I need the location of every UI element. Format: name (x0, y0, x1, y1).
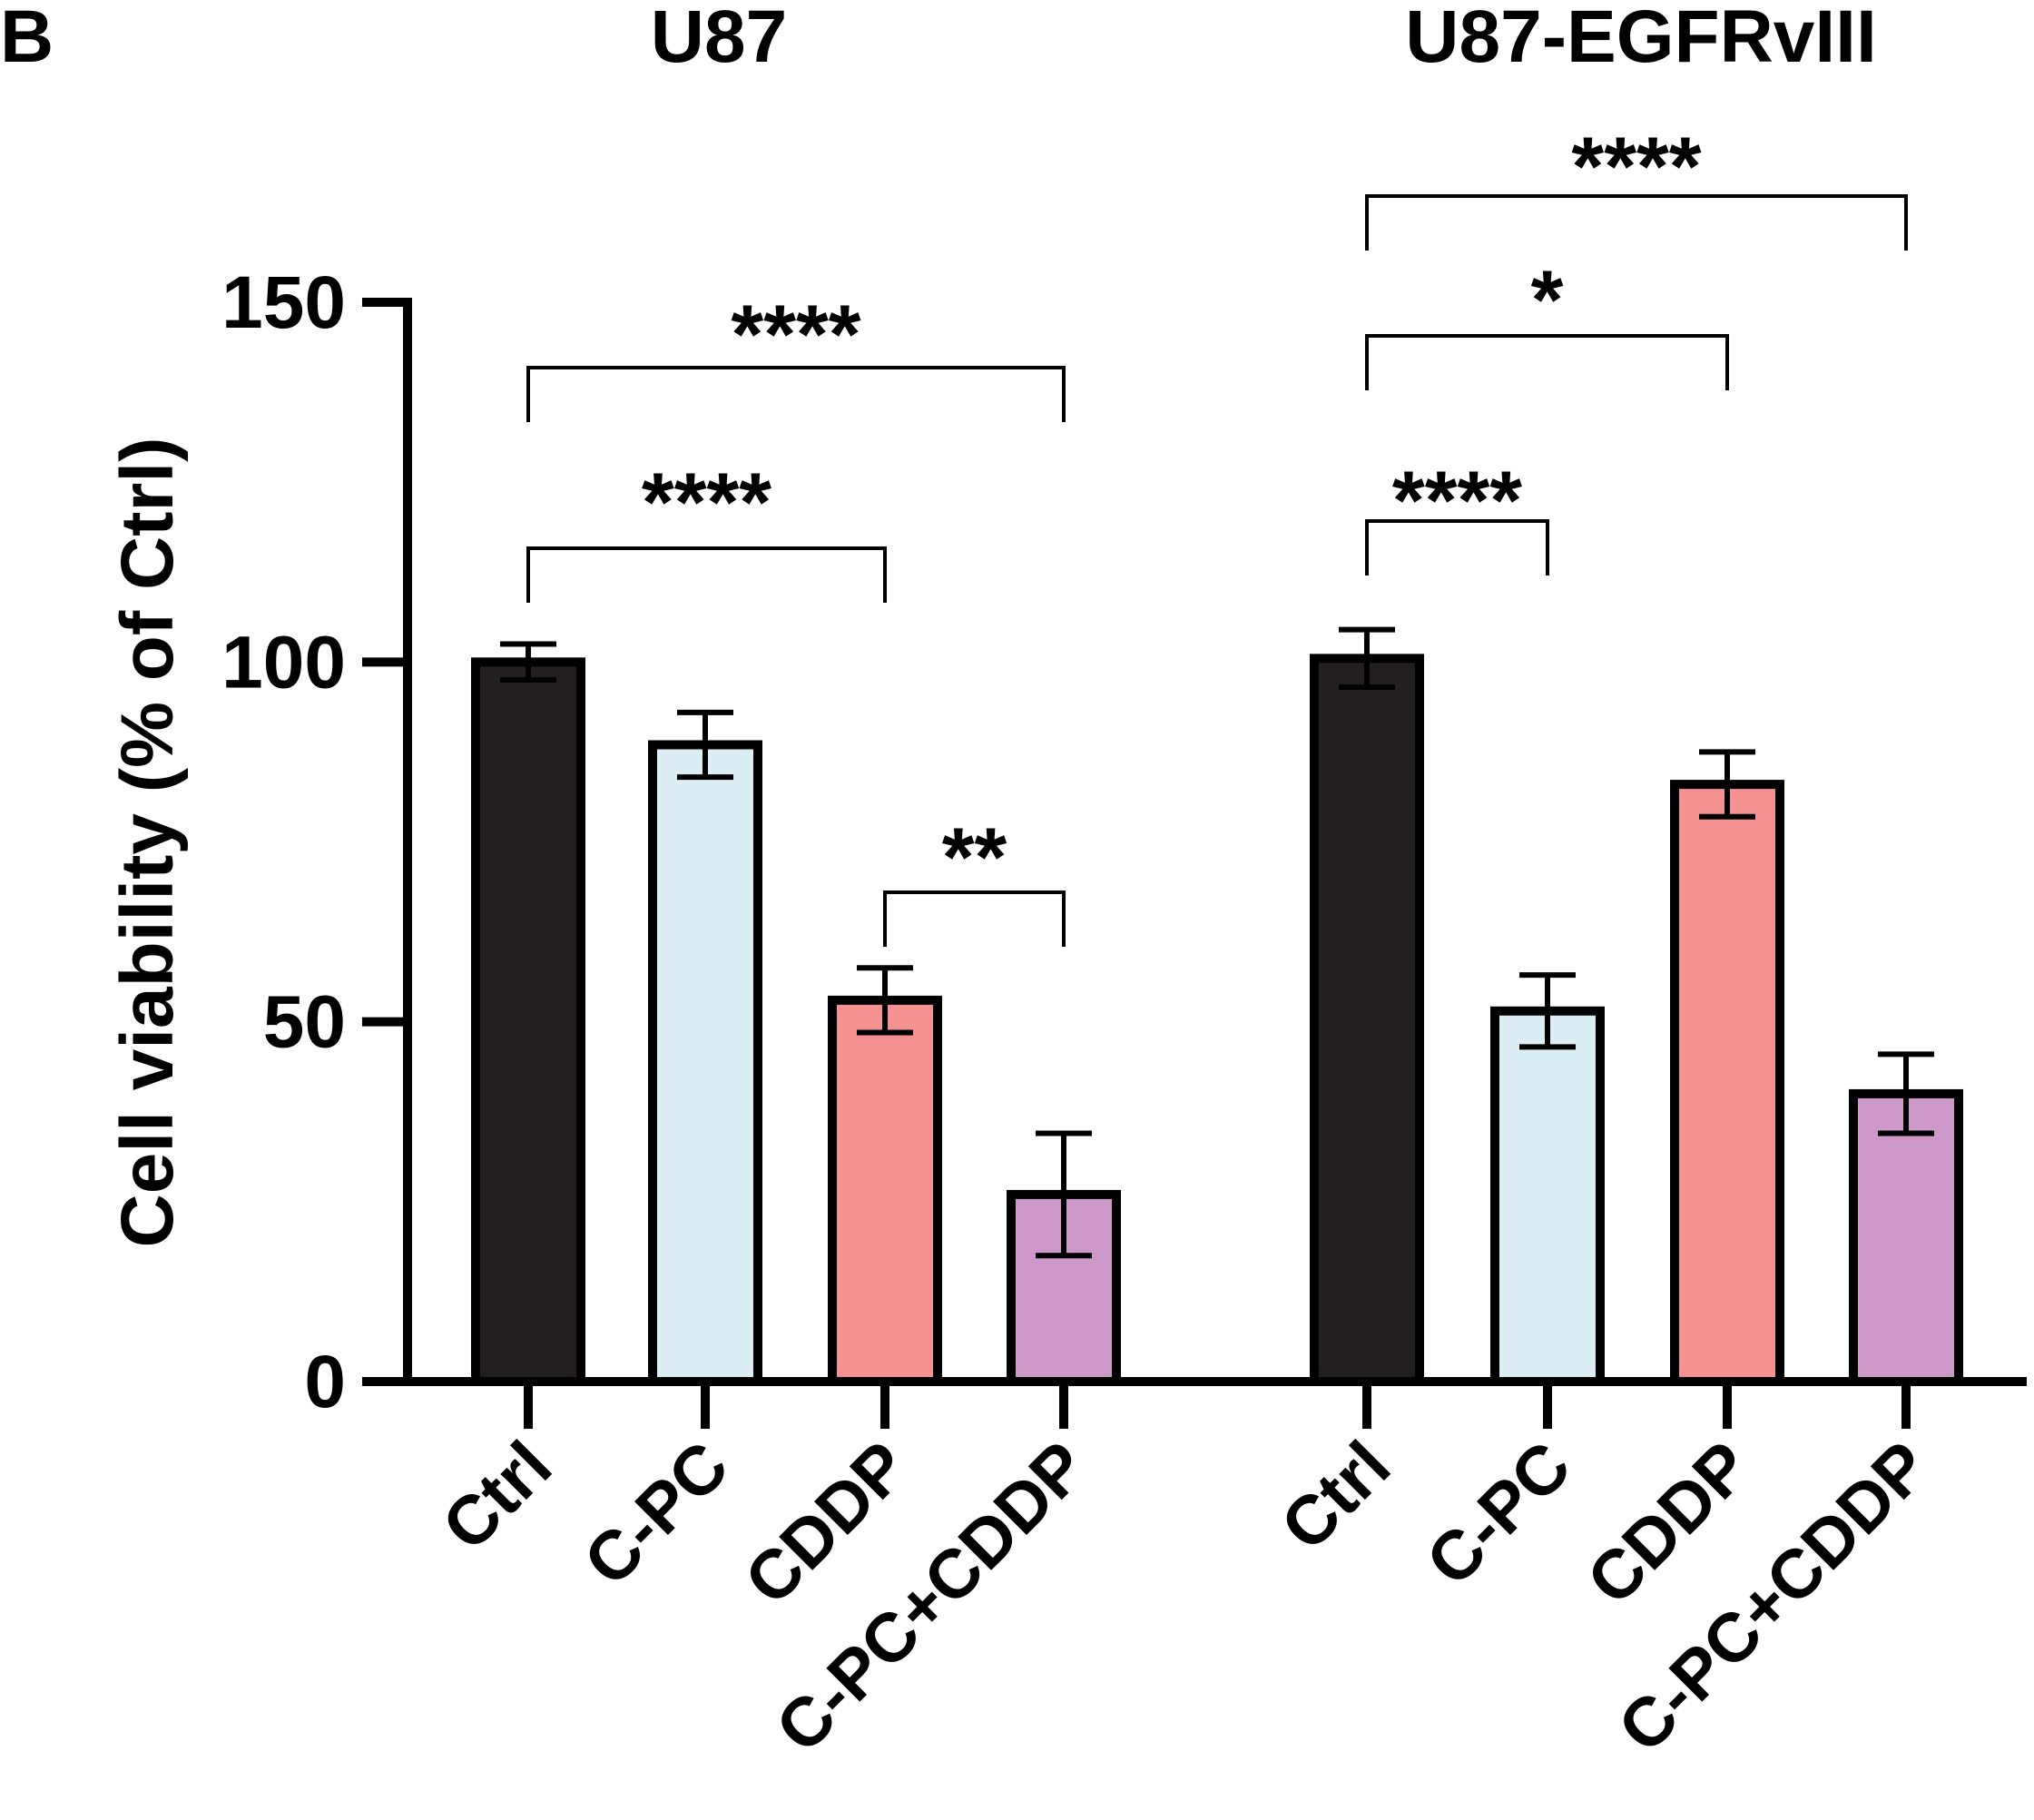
bar (1849, 1088, 1963, 1387)
significance-bracket (883, 890, 1066, 947)
y-tick-label: 150 (221, 261, 346, 344)
bar (828, 995, 942, 1387)
y-tick-label: 0 (304, 1341, 346, 1423)
group-title: U87-EGFRvIII (1405, 0, 1876, 78)
y-tick-label: 100 (221, 621, 346, 703)
significance-bracket (526, 366, 1066, 422)
significance-label: **** (1392, 455, 1522, 547)
significance-bracket (526, 546, 887, 603)
significance-label: ** (942, 812, 1007, 904)
bar (648, 740, 762, 1386)
significance-label: * (1531, 254, 1564, 347)
x-tick-label: C-PC (1412, 1427, 1586, 1600)
significance-label: **** (642, 457, 771, 549)
group-title: U87 (651, 0, 787, 78)
x-tick-label: C-PC (570, 1427, 743, 1600)
bar (1670, 780, 1784, 1386)
bar (1310, 654, 1424, 1386)
y-axis-label: Cell viability (% of Ctrl) (106, 438, 189, 1248)
significance-bracket (1365, 334, 1729, 390)
x-tick-label: C-PC+CDDP (762, 1427, 1102, 1767)
significance-label: **** (1571, 121, 1701, 213)
panel-label: B (0, 0, 54, 78)
x-tick-label: C-PC+CDDP (1604, 1427, 1944, 1767)
significance-bracket (1365, 194, 1908, 251)
significance-label: **** (731, 289, 860, 381)
significance-bracket (1365, 519, 1549, 576)
x-tick-label: Ctrl (1266, 1427, 1405, 1566)
bar (471, 657, 585, 1386)
x-tick-label: Ctrl (427, 1427, 566, 1566)
bar (1490, 1006, 1605, 1386)
y-tick-label: 50 (263, 981, 346, 1064)
